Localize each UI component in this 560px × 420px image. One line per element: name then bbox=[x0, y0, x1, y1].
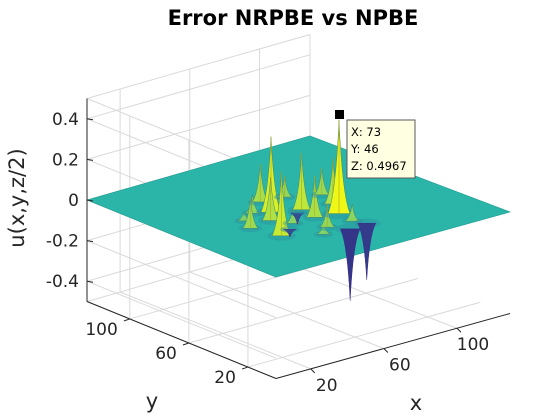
z-tick-label: 0.4 bbox=[52, 110, 79, 130]
surface-plot[interactable] bbox=[86, 119, 511, 301]
datatip-x: X: 73 bbox=[351, 125, 381, 139]
y-tick-label: 20 bbox=[214, 368, 236, 388]
y-tick-label: 100 bbox=[85, 320, 117, 340]
surface-peak bbox=[310, 168, 333, 199]
datatip-marker[interactable] bbox=[335, 110, 344, 119]
surface-peak bbox=[287, 209, 308, 225]
surface-peak bbox=[316, 204, 338, 231]
surface-peak bbox=[353, 218, 381, 280]
y-tick-label: 60 bbox=[155, 344, 177, 364]
z-tick-label: -0.2 bbox=[46, 232, 79, 252]
y-axis-label: y bbox=[146, 389, 158, 413]
z-tick-label: -0.4 bbox=[46, 272, 79, 292]
x-tick-label: 20 bbox=[316, 376, 338, 396]
z-axis-label: u(x,y,z/2) bbox=[5, 148, 29, 247]
surface-peak bbox=[267, 171, 296, 241]
z-tick-label: 0.2 bbox=[52, 150, 79, 170]
chart-title: Error NRPBE vs NPBE bbox=[168, 6, 419, 30]
surface-peak bbox=[341, 204, 363, 225]
x-tick-label: 100 bbox=[457, 335, 489, 355]
datatip-y: Y: 46 bbox=[350, 142, 379, 156]
datatip[interactable]: X: 73 Y: 46 Z: 0.4967 bbox=[335, 110, 416, 179]
surface-peak bbox=[335, 223, 365, 301]
surface-peak bbox=[280, 226, 300, 238]
z-tick-label: 0 bbox=[68, 191, 79, 211]
x-axis-label: x bbox=[410, 391, 422, 415]
x-tick-label: 60 bbox=[389, 356, 411, 376]
datatip-z: Z: 0.4967 bbox=[351, 159, 407, 173]
axes-ticks: -0.4 -0.2 0 0.2 0.4 20 60 100 20 60 100 bbox=[46, 98, 511, 396]
datatip-box bbox=[346, 119, 416, 179]
surface-peak bbox=[287, 153, 316, 215]
surface-peak bbox=[238, 198, 262, 233]
surface-peak bbox=[322, 119, 356, 220]
surface-peak bbox=[302, 175, 328, 222]
